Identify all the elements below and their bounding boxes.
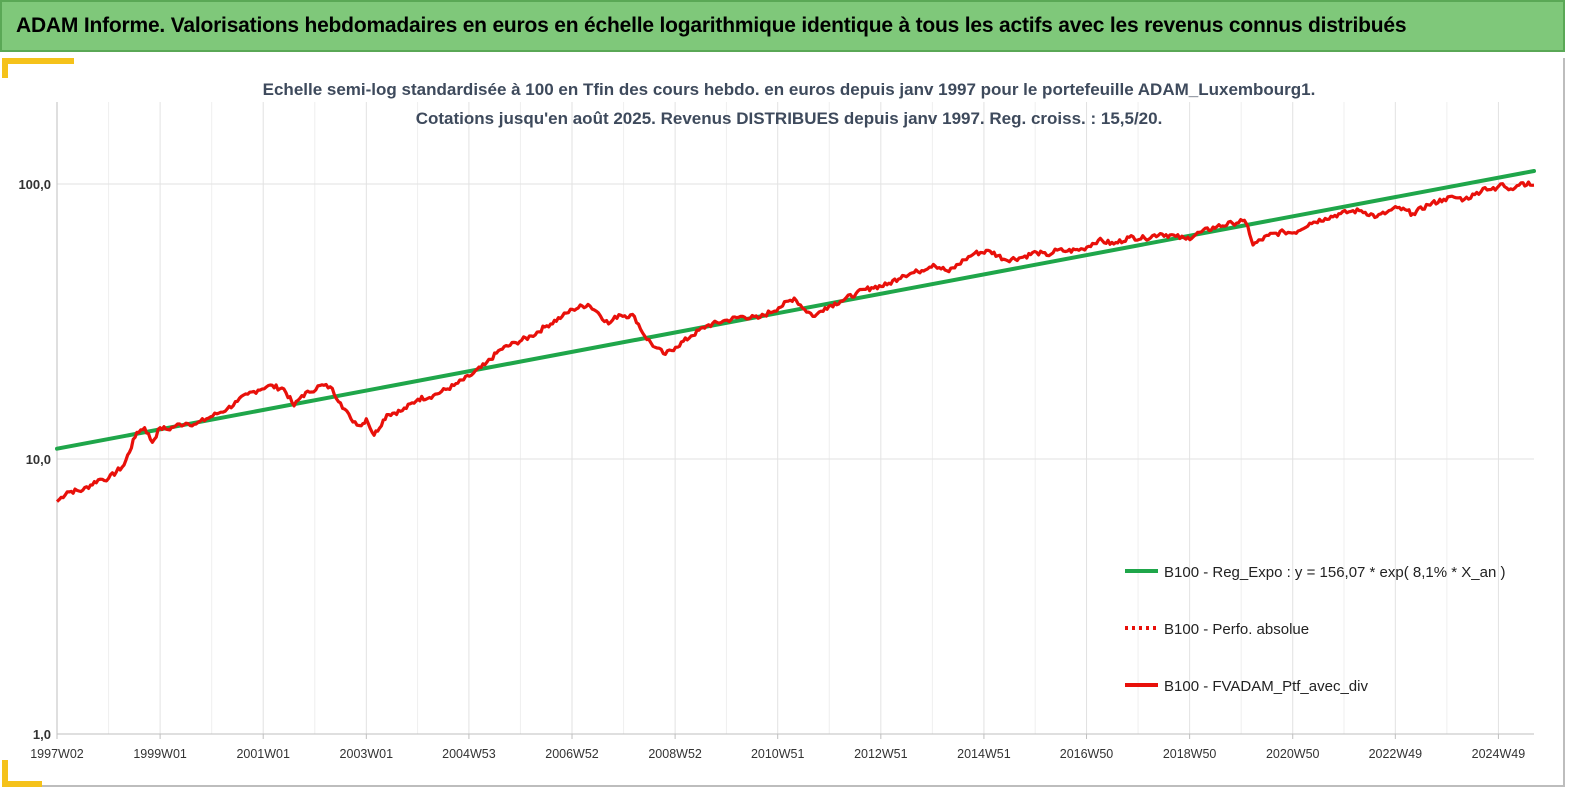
chart-title: Echelle semi-log standardisée à 100 en T…	[263, 80, 1316, 128]
title-banner: ADAM Informe. Valorisations hebdomadaire…	[0, 0, 1565, 52]
x-tick-label: 1999W01	[133, 747, 187, 761]
legend-label-regression: B100 - Reg_Expo : y = 156,07 * exp( 8,1%…	[1164, 564, 1505, 581]
x-tick-label: 2016W50	[1060, 747, 1114, 761]
chart-title-line-1: Echelle semi-log standardisée à 100 en T…	[263, 80, 1316, 99]
chart-title-line-2: Cotations jusqu'en août 2025. Revenus DI…	[416, 109, 1163, 128]
y-tick-label: 100,0	[18, 177, 51, 192]
x-tick-label: 2020W50	[1266, 747, 1320, 761]
x-tick-label: 2014W51	[957, 747, 1011, 761]
x-tick-label: 2024W49	[1472, 747, 1526, 761]
accent-corner-top	[2, 58, 74, 64]
x-tick-label: 2012W51	[854, 747, 908, 761]
accent-corner-bottom	[2, 781, 42, 787]
x-tick-label: 2001W01	[236, 747, 290, 761]
x-tick-label: 2008W52	[648, 747, 702, 761]
y-tick-label: 1,0	[33, 727, 51, 742]
y-tick-label: 10,0	[26, 452, 51, 467]
chart-axes: 1997W02 1999W01 2001W01 2003W01 2004W53 2006W…	[18, 102, 1534, 761]
x-tick-label: 2003W01	[340, 747, 394, 761]
frame-bottom-border	[42, 785, 1565, 787]
chart-grid	[56, 102, 1534, 735]
chart-legend: B100 - Reg_Expo : y = 156,07 * exp( 8,1%…	[1125, 564, 1505, 695]
chart-series	[55, 168, 1536, 503]
series-regression-line	[55, 168, 1536, 451]
x-tick-label: 1997W02	[30, 747, 84, 761]
accent-corner-left-top	[2, 58, 8, 78]
x-tick-label: 2010W51	[751, 747, 805, 761]
x-tick-label: 2006W52	[545, 747, 599, 761]
banner-title: ADAM Informe. Valorisations hebdomadaire…	[16, 14, 1407, 37]
series-portfolio-line	[55, 180, 1535, 503]
accent-corner-left-bottom	[2, 760, 8, 786]
legend-label-perfo-absolue: B100 - Perfo. absolue	[1164, 621, 1309, 638]
x-tick-label: 2018W50	[1163, 747, 1217, 761]
x-tick-label: 2022W49	[1369, 747, 1423, 761]
frame-right-border	[1563, 58, 1565, 787]
legend-label-portfolio: B100 - FVADAM_Ptf_avec_div	[1164, 678, 1368, 695]
x-tick-label: 2004W53	[442, 747, 496, 761]
